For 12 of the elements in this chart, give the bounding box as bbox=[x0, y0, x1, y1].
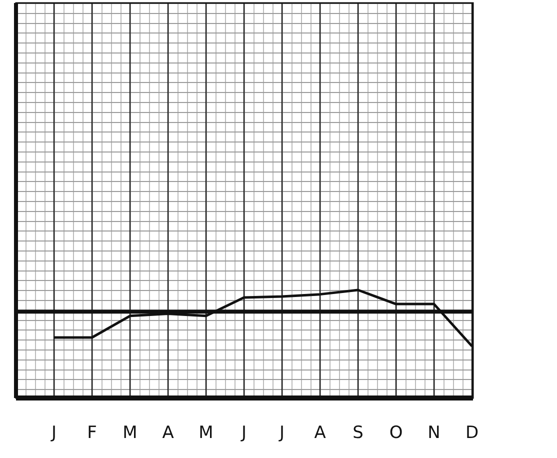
x-tick-label: O bbox=[389, 423, 403, 444]
x-tick-label: D bbox=[465, 423, 479, 444]
x-tick-label: M bbox=[198, 423, 214, 444]
x-tick-label: J bbox=[240, 423, 247, 444]
x-tick-label: J bbox=[278, 423, 285, 444]
x-tick-label: M bbox=[122, 423, 138, 444]
x-tick-label: J bbox=[50, 423, 57, 444]
x-tick-label: A bbox=[314, 423, 326, 444]
x-tick-label: N bbox=[428, 423, 440, 444]
x-tick-label: S bbox=[352, 423, 364, 444]
x-tick-label: A bbox=[162, 423, 174, 444]
x-tick-label: F bbox=[87, 423, 97, 444]
